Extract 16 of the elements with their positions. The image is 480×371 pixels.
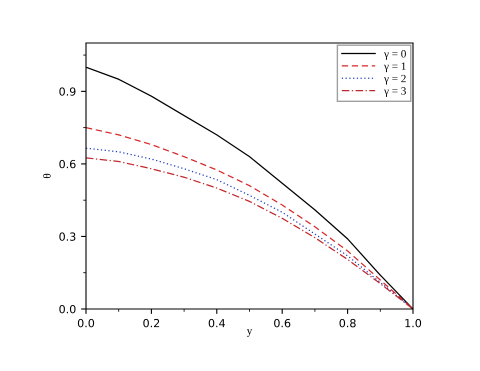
x-tick-label: 0.0	[78, 318, 94, 328]
x-axis-title: y	[246, 329, 252, 337]
x-tick-label: 1.0	[405, 318, 422, 328]
y-tick-label: 0.0	[59, 304, 76, 314]
x-tick-label: 0.4	[208, 318, 226, 328]
legend-label: γ = 3	[384, 87, 406, 97]
legend-label: γ = 2	[384, 74, 406, 85]
x-tick-label: 0.2	[143, 318, 160, 328]
x-tick-label: 0.8	[340, 318, 356, 328]
x-tick-label: 0.6	[274, 318, 290, 328]
legend-label: γ = 0	[384, 50, 406, 60]
legend-label: γ = 1	[384, 62, 406, 72]
y-tick-label: 0.3	[59, 232, 76, 241]
y-tick-label: 0.6	[59, 160, 76, 168]
y-axis-title: θ	[42, 174, 51, 178]
y-tick-label: 0.9	[59, 87, 76, 96]
